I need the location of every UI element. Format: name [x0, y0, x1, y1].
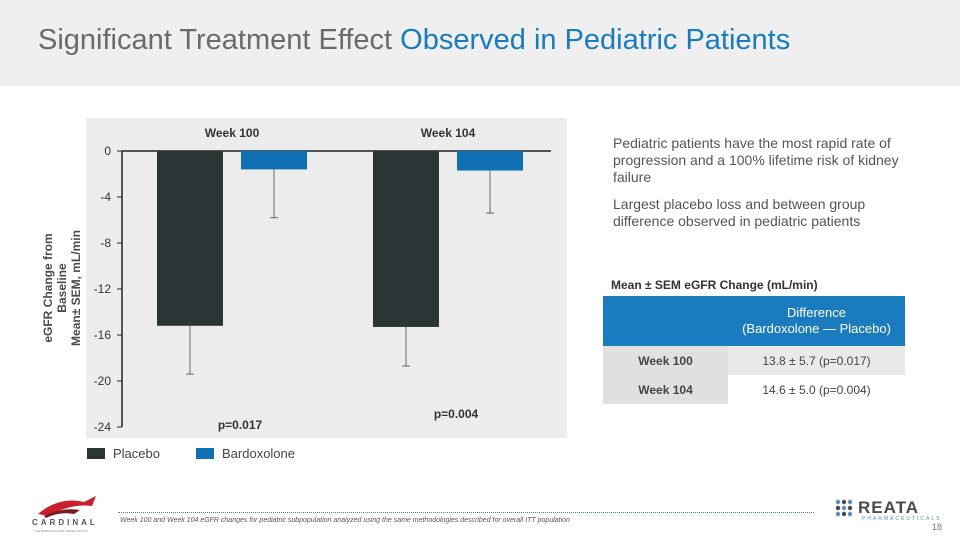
legend-swatch-bardoxolone: [196, 448, 214, 459]
legend-item-placebo: Placebo: [87, 446, 160, 461]
legend-swatch-placebo: [87, 448, 105, 459]
table-row-value: 13.8 ± 5.7 (p=0.017): [728, 346, 905, 375]
table-header-difference: Difference (Bardoxolone — Placebo): [728, 296, 905, 346]
legend-label-bardoxolone: Bardoxolone: [222, 446, 295, 461]
legend-item-bardoxolone: Bardoxolone: [196, 446, 295, 461]
y-tick-label: -24: [94, 420, 112, 434]
y-axis-label-line1: eGFR Change from Baseline: [41, 233, 69, 343]
cardinal-wordmark: CARDINAL: [32, 518, 98, 527]
cardinal-bird-icon: [38, 496, 96, 518]
bullet-list: Pediatric patients have the most rapid r…: [613, 135, 913, 240]
y-tick-label: 0: [104, 144, 111, 158]
bar-bardoxolone: [241, 151, 307, 170]
bar-placebo: [157, 151, 223, 326]
table-header-empty: [603, 296, 728, 346]
table-row: Week 100 13.8 ± 5.7 (p=0.017): [603, 346, 905, 375]
category-label: Week 104: [421, 126, 476, 140]
title-band: [0, 0, 960, 86]
difference-table: Difference (Bardoxolone — Placebo) Week …: [603, 296, 905, 404]
page-number: 18: [931, 522, 942, 532]
table-row: Week 104 14.6 ± 5.0 (p=0.004): [603, 375, 905, 404]
p-value-label: p=0.004: [434, 407, 479, 421]
category-label: Week 100: [205, 126, 260, 140]
bar-placebo: [373, 151, 439, 327]
cardinal-subtext: THE BARDOXOLONE PHASE 3 STUDY: [34, 529, 89, 533]
table-row-value: 14.6 ± 5.0 (p=0.004): [728, 375, 905, 404]
y-axis-label-line2: Mean± SEM, mL/min: [69, 230, 83, 346]
y-tick-label: -4: [100, 190, 111, 204]
cardinal-logo: CARDINAL THE BARDOXOLONE PHASE 3 STUDY: [30, 494, 110, 534]
reata-wordmark: REATA: [858, 498, 920, 517]
table-header-line2: (Bardoxolone — Placebo): [742, 321, 891, 336]
reata-logo: REATA PHARMACEUTICALS: [834, 498, 944, 528]
page-title-part1: Significant Treatment Effect: [38, 24, 401, 56]
table-title: Mean ± SEM eGFR Change (mL/min): [611, 278, 818, 292]
reata-dot-grid-icon: [835, 499, 853, 517]
bullet-1: Pediatric patients have the most rapid r…: [613, 135, 899, 185]
page-title-highlight: Observed in Pediatric Patients: [400, 24, 791, 56]
bullet-2: Largest placebo loss and between group d…: [613, 196, 866, 229]
reata-subtext: PHARMACEUTICALS: [862, 516, 942, 522]
y-axis-label: eGFR Change from Baseline Mean± SEM, mL/…: [41, 213, 83, 363]
footnote: Week 100 and Week 104 eGFR changes for p…: [120, 517, 570, 524]
y-tick-label: -20: [94, 374, 112, 388]
p-value-label: p=0.017: [218, 418, 263, 432]
y-tick-label: -12: [94, 282, 112, 296]
page-title: Significant Treatment Effect Observed in…: [38, 24, 790, 57]
y-tick-label: -8: [100, 236, 111, 250]
bar-bardoxolone: [457, 151, 523, 171]
table-row-label: Week 100: [603, 346, 728, 375]
footer-divider: [118, 512, 814, 513]
legend-label-placebo: Placebo: [113, 446, 160, 461]
table-header-line1: Difference: [786, 305, 846, 320]
y-tick-label: -16: [94, 328, 112, 342]
table-header-row: Difference (Bardoxolone — Placebo): [603, 296, 905, 346]
table-row-label: Week 104: [603, 375, 728, 404]
